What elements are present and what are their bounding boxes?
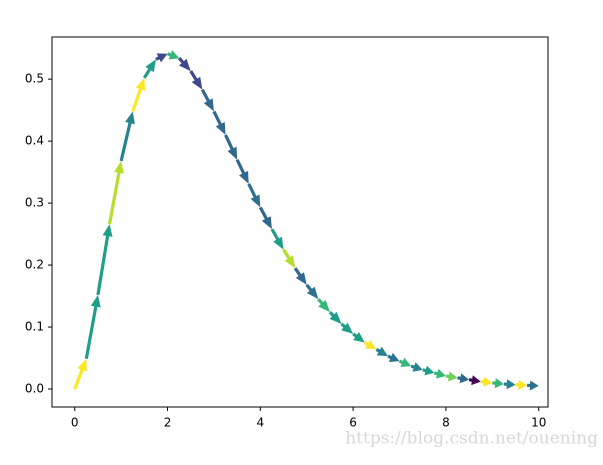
arrow <box>457 373 470 384</box>
arrow <box>433 368 446 379</box>
arrow <box>468 375 481 386</box>
arrow <box>107 160 124 225</box>
arrow <box>503 379 516 390</box>
arrow <box>247 183 261 208</box>
arrow <box>317 298 330 313</box>
arrow <box>340 322 354 334</box>
arrow <box>293 267 307 285</box>
plot-frame <box>51 36 549 408</box>
arrow <box>224 134 238 160</box>
arrow <box>84 294 101 359</box>
arrow <box>73 358 87 390</box>
x-tick-label: 4 <box>257 416 265 430</box>
arrow <box>155 53 168 63</box>
x-tick-label: 6 <box>349 416 357 430</box>
arrow <box>270 228 284 250</box>
arrow <box>258 206 272 230</box>
arrow <box>398 357 412 367</box>
x-tick-label: 8 <box>442 416 450 430</box>
arrow <box>445 371 458 382</box>
x-tick-label: 0 <box>71 416 79 430</box>
arrow <box>363 339 377 350</box>
arrow <box>142 59 156 79</box>
arrow <box>96 224 113 296</box>
arrow <box>131 77 146 112</box>
arrow <box>235 159 249 184</box>
arrow <box>527 380 539 391</box>
y-tick-label: 0.3 <box>25 196 44 210</box>
arrow <box>282 248 296 269</box>
arrow <box>480 376 493 387</box>
watermark: https://blog.csdn.net/ouening <box>345 429 598 449</box>
y-tick-label: 0.1 <box>25 320 44 334</box>
arrow <box>305 283 319 300</box>
y-tick-label: 0.2 <box>25 258 44 272</box>
y-tick-label: 0.4 <box>25 134 44 148</box>
arrow <box>189 70 203 90</box>
arrow <box>119 111 135 162</box>
arrow <box>328 311 342 324</box>
arrow <box>492 378 504 389</box>
arrow <box>375 346 388 357</box>
arrow <box>387 352 400 363</box>
arrow <box>352 332 365 343</box>
arrow <box>515 379 528 390</box>
arrow <box>166 50 180 60</box>
y-tick-label: 0.5 <box>25 72 44 86</box>
x-tick-label: 10 <box>531 416 546 430</box>
arrow <box>410 362 423 372</box>
y-tick-label: 0.0 <box>25 382 44 396</box>
arrow <box>200 88 214 112</box>
arrow <box>422 365 435 376</box>
arrow <box>212 110 226 135</box>
x-tick-label: 2 <box>164 416 172 430</box>
arrow <box>177 57 191 72</box>
